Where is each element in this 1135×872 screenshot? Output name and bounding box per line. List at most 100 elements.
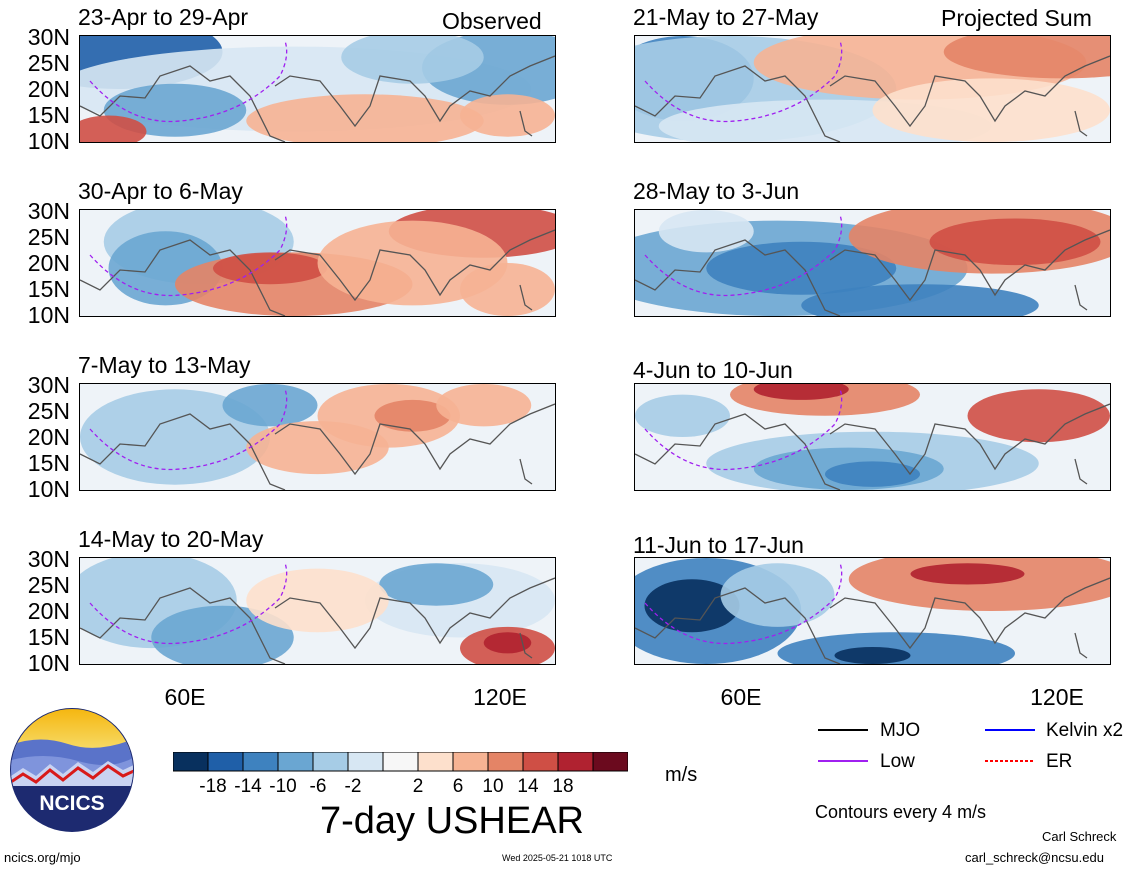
map-panel-1 (79, 35, 556, 143)
low-contour (644, 388, 843, 471)
panel-title-4: 28-May to 3-Jun (633, 178, 800, 204)
shear-contour (943, 36, 1110, 79)
lon-label: 120E (473, 684, 527, 710)
shear-contour (720, 563, 835, 627)
shear-contour (644, 579, 740, 633)
shear-contour (483, 632, 532, 654)
low-contour (644, 562, 843, 645)
logo-text: NCICS (39, 792, 104, 815)
lon-label: 60E (720, 684, 762, 710)
legend-label-er: ER (1046, 751, 1073, 772)
low-contour (89, 388, 288, 471)
colorbar-box (557, 752, 594, 772)
shear-contour (222, 384, 318, 427)
lat-label: 15N (27, 102, 70, 128)
lat-label: 30N (27, 546, 70, 572)
map-panel-5 (79, 383, 556, 491)
colorbar-tick: 6 (452, 776, 464, 797)
lat-label: 20N (27, 598, 70, 624)
lat-label: 15N (27, 450, 70, 476)
lon-label: 60E (164, 684, 206, 710)
lat-label: 15N (27, 624, 70, 650)
lat-label: 15N (27, 276, 70, 302)
colorbar-box (452, 752, 489, 772)
low-contour (89, 40, 288, 123)
colorbar-tick: 18 (552, 776, 574, 797)
colorbar-tick: 14 (517, 776, 539, 797)
panel-title-5: 7-May to 13-May (78, 352, 251, 378)
footer-url: ncics.org/mjo (4, 850, 81, 865)
colorbar (173, 752, 628, 772)
map-panel-2 (634, 35, 1111, 143)
lat-label: 30N (27, 372, 70, 398)
legend-label-kelvin: Kelvin x2 (1046, 720, 1124, 741)
panel-title-8: 11-Jun to 17-Jun (633, 532, 804, 558)
shear-contour (706, 241, 897, 295)
colorbar-tick: 10 (482, 776, 504, 797)
colorbar-box (487, 752, 524, 772)
colorbar-box (277, 752, 314, 772)
shear-contour (246, 568, 389, 633)
lat-label: 10N (27, 302, 70, 328)
shear-contour (151, 605, 294, 664)
lat-label: 30N (27, 24, 70, 50)
shear-contour (246, 94, 484, 142)
low-contour (644, 40, 843, 123)
low-contour (89, 214, 288, 297)
shear-contour (213, 252, 327, 285)
footer-email: carl_schreck@ncsu.edu (965, 850, 1104, 865)
shear-contour (80, 389, 270, 485)
shear-contour (825, 461, 920, 487)
shear-contour (80, 115, 147, 142)
lon-label: 120E (1030, 684, 1084, 710)
shear-contour (460, 263, 555, 316)
colorbar-units: m/s (665, 764, 698, 786)
map-panel-6 (634, 383, 1111, 491)
colorbar-tick: -18 (199, 776, 227, 797)
colorbar-box (522, 752, 559, 772)
lat-label: 25N (27, 398, 70, 424)
colorbar-tick: -10 (269, 776, 297, 797)
variable-title: 7-day USHEAR (320, 800, 584, 842)
contour-note: Contours every 4 m/s (815, 802, 987, 822)
footer-author: Carl Schreck (1042, 829, 1117, 844)
shear-contour (658, 210, 754, 253)
observed-label: Observed (442, 8, 542, 34)
shear-contour (341, 36, 484, 84)
legend-label-low: Low (880, 751, 915, 772)
lat-label: 30N (27, 198, 70, 224)
colorbar-box (207, 752, 244, 772)
shear-contour (910, 563, 1025, 585)
map-panel-8 (634, 557, 1111, 665)
shear-contour (834, 647, 911, 664)
shear-contour (436, 384, 532, 427)
lat-label: 20N (27, 424, 70, 450)
lat-label: 25N (27, 572, 70, 598)
panel-title-2: 21-May to 27-May (633, 4, 819, 30)
colorbar-box (347, 752, 384, 772)
lat-label: 10N (27, 476, 70, 502)
legend-line-mjo (818, 729, 868, 731)
shear-contour (872, 78, 1110, 142)
lat-label: 10N (27, 128, 70, 154)
shear-contour (246, 421, 389, 475)
colorbar-box (417, 752, 454, 772)
colorbar-tick: -14 (234, 776, 262, 797)
panel-title-3: 30-Apr to 6-May (78, 178, 243, 204)
colorbar-box (592, 752, 628, 772)
colorbar-tick: -2 (344, 776, 362, 797)
shear-contour (635, 394, 730, 437)
low-contour (89, 562, 288, 645)
projected-label: Projected Sum (941, 5, 1092, 31)
legend-line-low (818, 760, 868, 762)
colorbar-box (382, 752, 419, 772)
panel-title-1: 23-Apr to 29-Apr (78, 4, 249, 30)
colorbar-box (173, 752, 209, 772)
panel-title-6: 4-Jun to 10-Jun (633, 357, 793, 383)
lat-label: 25N (27, 224, 70, 250)
colorbar-box (312, 752, 349, 772)
map-panel-7 (79, 557, 556, 665)
colorbar-tick: 2 (412, 776, 424, 797)
shear-contour (967, 389, 1110, 443)
shear-contour (317, 220, 508, 306)
